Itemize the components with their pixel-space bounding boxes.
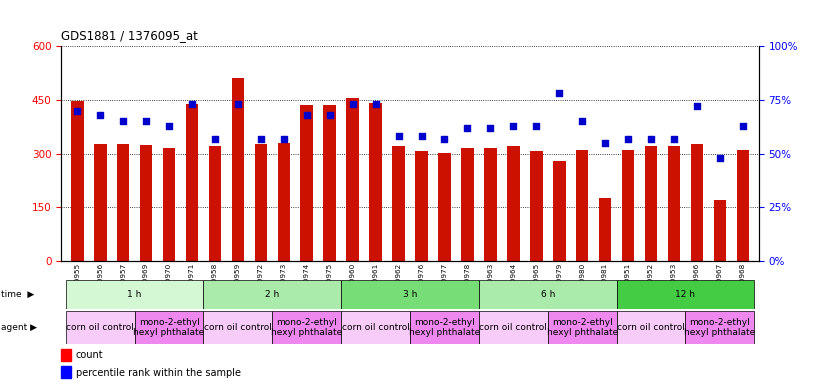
Point <box>552 90 565 96</box>
Text: 12 h: 12 h <box>676 290 695 299</box>
Bar <box>162 148 175 261</box>
Point <box>71 108 84 114</box>
Bar <box>599 199 611 261</box>
Bar <box>255 144 267 261</box>
Bar <box>622 150 634 261</box>
Bar <box>232 78 244 261</box>
Bar <box>61 349 71 361</box>
Point <box>736 122 749 129</box>
Point <box>667 136 681 142</box>
Bar <box>415 151 428 261</box>
Point <box>255 136 268 142</box>
Text: corn oil control: corn oil control <box>617 323 685 332</box>
Bar <box>667 146 681 261</box>
Point <box>507 122 520 129</box>
Bar <box>548 311 617 344</box>
Point <box>346 101 359 107</box>
Text: percentile rank within the sample: percentile rank within the sample <box>76 367 241 377</box>
Bar <box>66 280 203 309</box>
Point <box>713 155 726 161</box>
Point <box>117 118 130 124</box>
Text: count: count <box>76 350 104 360</box>
Point <box>599 140 612 146</box>
Bar <box>209 146 221 261</box>
Bar <box>135 311 203 344</box>
Point <box>300 112 313 118</box>
Point <box>277 136 290 142</box>
Text: mono-2-ethyl
hexyl phthalate: mono-2-ethyl hexyl phthalate <box>409 318 480 337</box>
Point <box>162 122 175 129</box>
Bar <box>530 151 543 261</box>
Bar <box>617 280 754 309</box>
Bar <box>576 150 588 261</box>
Bar <box>277 143 290 261</box>
Bar <box>66 311 135 344</box>
Point <box>369 101 382 107</box>
Bar <box>713 200 726 261</box>
Text: mono-2-ethyl
hexyl phthalate: mono-2-ethyl hexyl phthalate <box>685 318 756 337</box>
Bar <box>186 104 198 261</box>
Text: 3 h: 3 h <box>403 290 417 299</box>
Point <box>392 133 405 139</box>
Bar <box>117 144 130 261</box>
Bar <box>71 101 83 261</box>
Bar <box>323 105 336 261</box>
Point <box>690 103 703 109</box>
Point <box>94 112 107 118</box>
Text: corn oil control: corn oil control <box>342 323 410 332</box>
Bar <box>484 148 497 261</box>
Point <box>622 136 635 142</box>
Bar <box>617 311 685 344</box>
Bar <box>410 311 479 344</box>
Point <box>484 125 497 131</box>
Text: corn oil control: corn oil control <box>204 323 272 332</box>
Bar <box>690 144 703 261</box>
Point <box>323 112 336 118</box>
Bar <box>461 148 474 261</box>
Bar <box>273 311 341 344</box>
Bar <box>203 311 273 344</box>
Bar <box>341 280 479 309</box>
Text: 2 h: 2 h <box>265 290 279 299</box>
Point <box>415 133 428 139</box>
Bar <box>438 152 450 261</box>
Point <box>530 122 543 129</box>
Point <box>232 101 245 107</box>
Bar <box>346 98 359 261</box>
Point <box>185 101 198 107</box>
Bar <box>341 311 410 344</box>
Bar <box>370 103 382 261</box>
Bar <box>479 280 617 309</box>
Point <box>438 136 451 142</box>
Text: 1 h: 1 h <box>127 290 142 299</box>
Bar <box>140 145 153 261</box>
Bar <box>507 146 520 261</box>
Bar <box>94 144 107 261</box>
Text: corn oil control: corn oil control <box>479 323 548 332</box>
Bar <box>61 366 71 379</box>
Bar <box>645 146 658 261</box>
Point <box>645 136 658 142</box>
Text: corn oil control: corn oil control <box>66 323 134 332</box>
Text: mono-2-ethyl
hexyl phthalate: mono-2-ethyl hexyl phthalate <box>134 318 205 337</box>
Bar <box>553 161 565 261</box>
Point <box>461 125 474 131</box>
Bar <box>300 105 313 261</box>
Text: 6 h: 6 h <box>540 290 555 299</box>
Bar <box>685 311 754 344</box>
Bar <box>737 150 749 261</box>
Text: mono-2-ethyl
hexyl phthalate: mono-2-ethyl hexyl phthalate <box>271 318 343 337</box>
Text: time  ▶: time ▶ <box>1 290 34 299</box>
Point <box>575 118 588 124</box>
Bar <box>392 146 405 261</box>
Text: agent ▶: agent ▶ <box>1 323 37 332</box>
Bar <box>479 311 548 344</box>
Point <box>140 118 153 124</box>
Bar <box>203 280 341 309</box>
Point <box>208 136 221 142</box>
Text: mono-2-ethyl
hexyl phthalate: mono-2-ethyl hexyl phthalate <box>547 318 618 337</box>
Text: GDS1881 / 1376095_at: GDS1881 / 1376095_at <box>61 29 198 42</box>
